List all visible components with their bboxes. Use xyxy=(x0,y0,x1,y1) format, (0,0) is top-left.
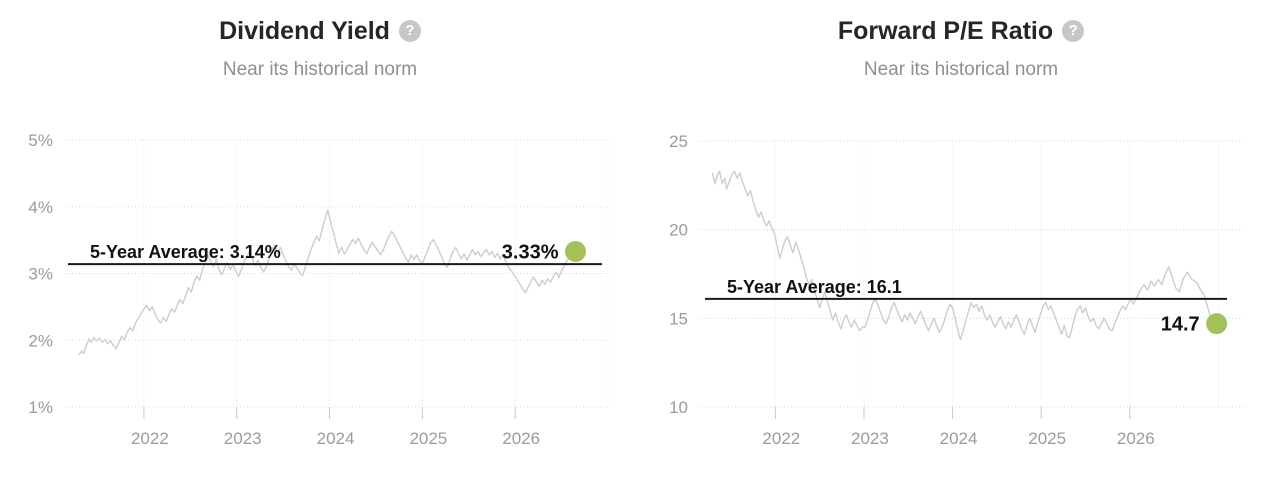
series-line xyxy=(711,170,1217,341)
x-axis-tick-label: 2022 xyxy=(762,429,800,448)
forward-pe-title: Forward P/E Ratio xyxy=(837,17,1054,45)
y-axis-tick-label: 15 xyxy=(669,309,688,328)
dividend-yield-chart: 1% 2% 3% 4% 5% 2022 2023 2024 2025 2026 5-Year Ave… xyxy=(28,131,609,448)
average-annotation: 5-Year Average: 16.1 xyxy=(727,277,902,297)
dividend-yield-title: Dividend Yield xyxy=(219,17,390,45)
x-axis-tick-label: 2026 xyxy=(502,429,540,448)
x-axis-tick-label: 2023 xyxy=(851,429,889,448)
current-value-dot xyxy=(1206,313,1228,335)
x-axis-tick-label: 2025 xyxy=(1028,429,1066,448)
x-axis-tick-label: 2024 xyxy=(317,429,355,448)
y-axis-tick-label: 4% xyxy=(28,198,53,217)
y-axis-tick-label: 3% xyxy=(28,265,53,284)
forward-pe-panel: Forward P/E Ratio ? Near its historical … xyxy=(640,0,1282,483)
question-mark-icon[interactable]: ? xyxy=(398,20,421,42)
current-value-dot xyxy=(565,240,587,262)
y-axis-tick-label: 1% xyxy=(28,398,53,417)
question-mark-icon[interactable]: ? xyxy=(1062,20,1085,42)
y-axis-tick-label: 5% xyxy=(28,131,53,150)
dividend-yield-subtitle: Near its historical norm xyxy=(222,59,418,80)
dividend-yield-panel: Dividend Yield ? Near its historical nor… xyxy=(0,0,640,483)
y-axis-tick-label: 2% xyxy=(28,331,53,350)
dividend-yield-header: Dividend Yield ? xyxy=(0,0,640,46)
y-axis-tick-label: 10 xyxy=(669,398,688,417)
current-value-label: 3.33% xyxy=(502,241,559,263)
x-axis-tick-label: 2026 xyxy=(1117,429,1155,448)
forward-pe-header: Forward P/E Ratio ? xyxy=(640,0,1282,46)
forward-pe-subtitle: Near its historical norm xyxy=(863,59,1059,80)
y-axis-tick-label: 20 xyxy=(669,221,688,240)
current-value-label: 14.7 xyxy=(1161,314,1200,336)
average-annotation: 5-Year Average: 3.14% xyxy=(90,242,281,262)
series-line xyxy=(78,209,576,356)
x-axis-tick-label: 2023 xyxy=(224,429,262,448)
x-axis-tick-label: 2025 xyxy=(409,429,447,448)
y-axis-tick-label: 25 xyxy=(669,132,688,151)
x-axis-tick-label: 2024 xyxy=(940,429,978,448)
x-axis-tick-label: 2022 xyxy=(131,429,169,448)
